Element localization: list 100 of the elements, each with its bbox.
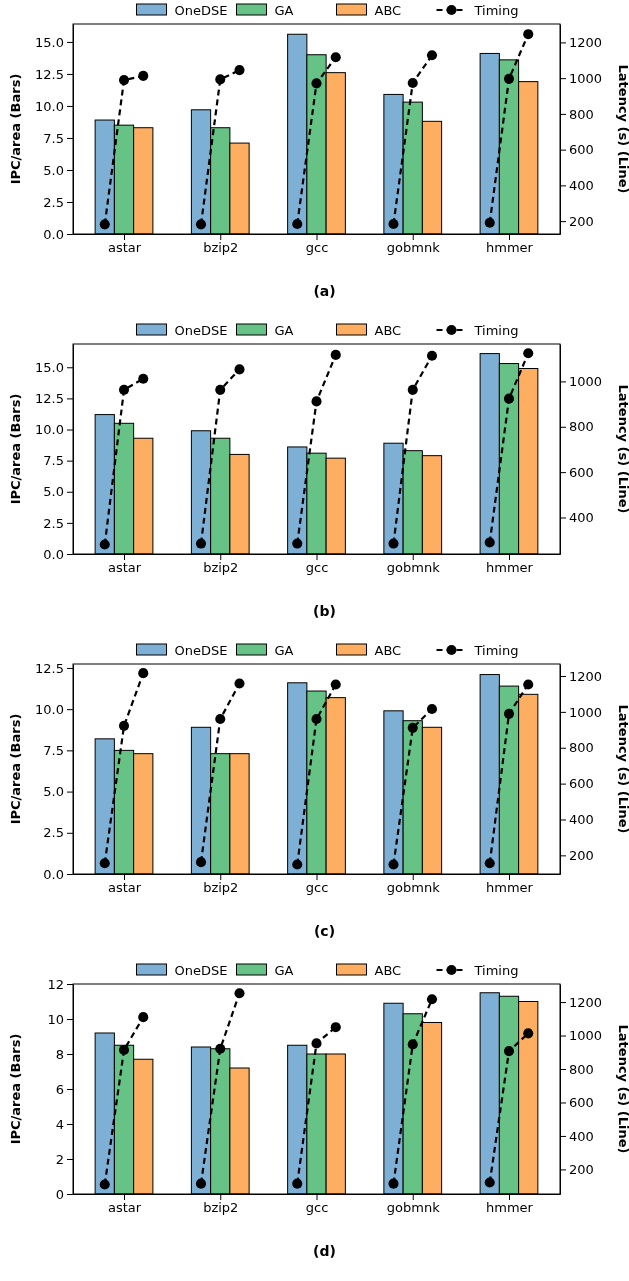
point	[523, 679, 534, 690]
x-tick-label: gobmnk	[386, 1200, 441, 1216]
point	[118, 720, 130, 731]
legend-label: Timing	[473, 643, 519, 658]
legend-label: ABC	[374, 3, 402, 18]
point	[195, 538, 207, 549]
legend-label: GA	[274, 3, 294, 18]
y-tick-label: 10	[47, 1011, 64, 1027]
x-tick-label: astar	[107, 1200, 142, 1216]
legend-label: Timing	[473, 3, 519, 18]
x-tick-label: bzip2	[203, 1200, 239, 1216]
point	[311, 396, 322, 407]
point	[311, 78, 322, 89]
y-tick-label: 5.0	[43, 162, 64, 178]
x-tick-label: hmmer	[486, 240, 534, 256]
y-tick-label: 2.5	[43, 194, 64, 210]
legend-label: ABC	[374, 323, 402, 338]
y-tick-label: 2	[55, 1151, 64, 1167]
point	[138, 668, 149, 679]
y2-tick-label: 800	[569, 1061, 594, 1077]
y-tick-label: 5.0	[43, 784, 64, 800]
y2-axis-title: Latency (s) (Line)	[616, 384, 629, 514]
y-tick-label: 12.5	[35, 66, 64, 82]
y-tick-label: 0.0	[43, 546, 64, 562]
legend-label: GA	[274, 643, 294, 658]
text: (c)	[313, 923, 336, 939]
point	[407, 77, 418, 89]
y2-tick-label: 1200	[569, 35, 603, 51]
y-tick-label: 6	[55, 1081, 64, 1097]
point	[195, 857, 207, 868]
point	[426, 50, 438, 61]
legend-label: GA	[274, 963, 294, 978]
point	[523, 348, 534, 359]
y-tick-label: 2.5	[43, 825, 64, 841]
y-tick-label: 4	[55, 1116, 64, 1132]
legend-label: OneDSE	[174, 323, 228, 338]
point	[484, 217, 495, 228]
y2-tick-label: 200	[569, 213, 594, 229]
y-tick-label: 12	[47, 976, 64, 992]
y2-tick-label: 400	[569, 812, 594, 828]
y2-tick-label: 400	[569, 178, 594, 194]
x-tick-label: hmmer	[486, 880, 534, 896]
point	[234, 988, 245, 999]
point	[407, 1039, 418, 1050]
point	[215, 74, 226, 85]
legend-label: ABC	[374, 963, 402, 978]
point	[195, 1178, 207, 1189]
y-tick-label: 15.0	[35, 359, 64, 375]
point	[292, 859, 303, 870]
point	[330, 349, 341, 360]
point	[138, 373, 149, 384]
legend-label: GA	[274, 323, 294, 338]
y-axis-title: IPC/area (Bars)	[8, 393, 23, 505]
point	[99, 858, 110, 869]
point	[138, 70, 149, 81]
point	[388, 1178, 399, 1189]
x-tick-label: hmmer	[486, 560, 534, 576]
y-tick-label: 10.0	[35, 422, 64, 438]
point	[503, 1046, 515, 1057]
y2-tick-label: 800	[569, 740, 594, 756]
x-tick-label: astar	[107, 880, 142, 896]
point	[407, 384, 418, 395]
legend-label: OneDSE	[174, 643, 228, 658]
x-tick-label: astar	[107, 240, 142, 256]
y2-axis-title: Latency (s) (Line)	[616, 64, 629, 194]
point	[234, 364, 245, 375]
point	[426, 994, 438, 1005]
y-tick-label: 7.5	[43, 453, 64, 469]
y2-tick-label: 800	[569, 106, 594, 122]
y2-tick-label: 1000	[569, 704, 603, 720]
point	[311, 1038, 322, 1049]
x-tick-label: gcc	[305, 240, 329, 256]
point	[118, 384, 130, 395]
y-tick-label: 0.0	[43, 866, 64, 882]
y2-tick-label: 600	[569, 142, 594, 158]
point	[426, 350, 438, 361]
point	[484, 858, 495, 869]
x-tick-label: gcc	[305, 560, 329, 576]
y2-tick-label: 1000	[569, 70, 603, 86]
x-tick-label: gcc	[305, 880, 329, 896]
point	[292, 1178, 303, 1189]
point	[195, 219, 207, 230]
point	[330, 52, 341, 63]
legend-label: OneDSE	[174, 3, 228, 18]
point	[311, 714, 322, 725]
y2-tick-label: 400	[569, 510, 594, 526]
point	[388, 218, 399, 230]
x-tick-label: gobmnk	[386, 880, 441, 896]
point	[138, 1012, 149, 1023]
y-axis-title: IPC/area (Bars)	[8, 73, 23, 185]
point	[292, 218, 303, 230]
y-tick-label: 15.0	[35, 34, 64, 50]
y-tick-label: 10.0	[35, 98, 64, 114]
legend-label: ABC	[374, 643, 402, 658]
point	[99, 539, 110, 550]
x-tick-label: hmmer	[486, 1200, 534, 1216]
point	[523, 1028, 534, 1039]
x-tick-label: gobmnk	[386, 240, 441, 256]
y2-tick-label: 400	[569, 1128, 594, 1144]
text: (d)	[313, 1243, 336, 1259]
